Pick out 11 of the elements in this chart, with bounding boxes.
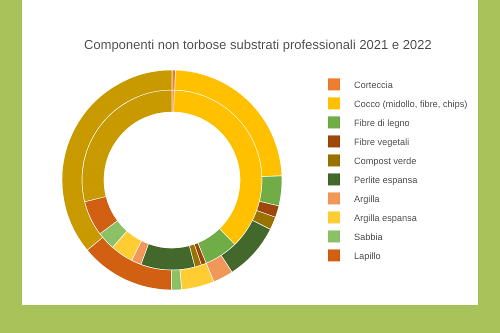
legend-label: Corteccia (354, 80, 394, 90)
legend-label: Argilla espansa (354, 213, 418, 224)
legend-label: Perlite espansa (354, 175, 418, 186)
legend-label: Sabbia (354, 232, 384, 242)
legend-label: Cocco (midollo, fibre, chips) (354, 99, 468, 110)
chart-title: Componenti non torbose substrati professionali 2021 e 2022 (84, 37, 432, 52)
legend-label: Lapillo (354, 251, 381, 262)
legend-label: Compost verde (354, 156, 416, 166)
legend-label: Argilla (354, 194, 380, 204)
legend-label: Fibre vegetali (354, 137, 410, 148)
legend-label: Fibre di legno (354, 118, 410, 128)
